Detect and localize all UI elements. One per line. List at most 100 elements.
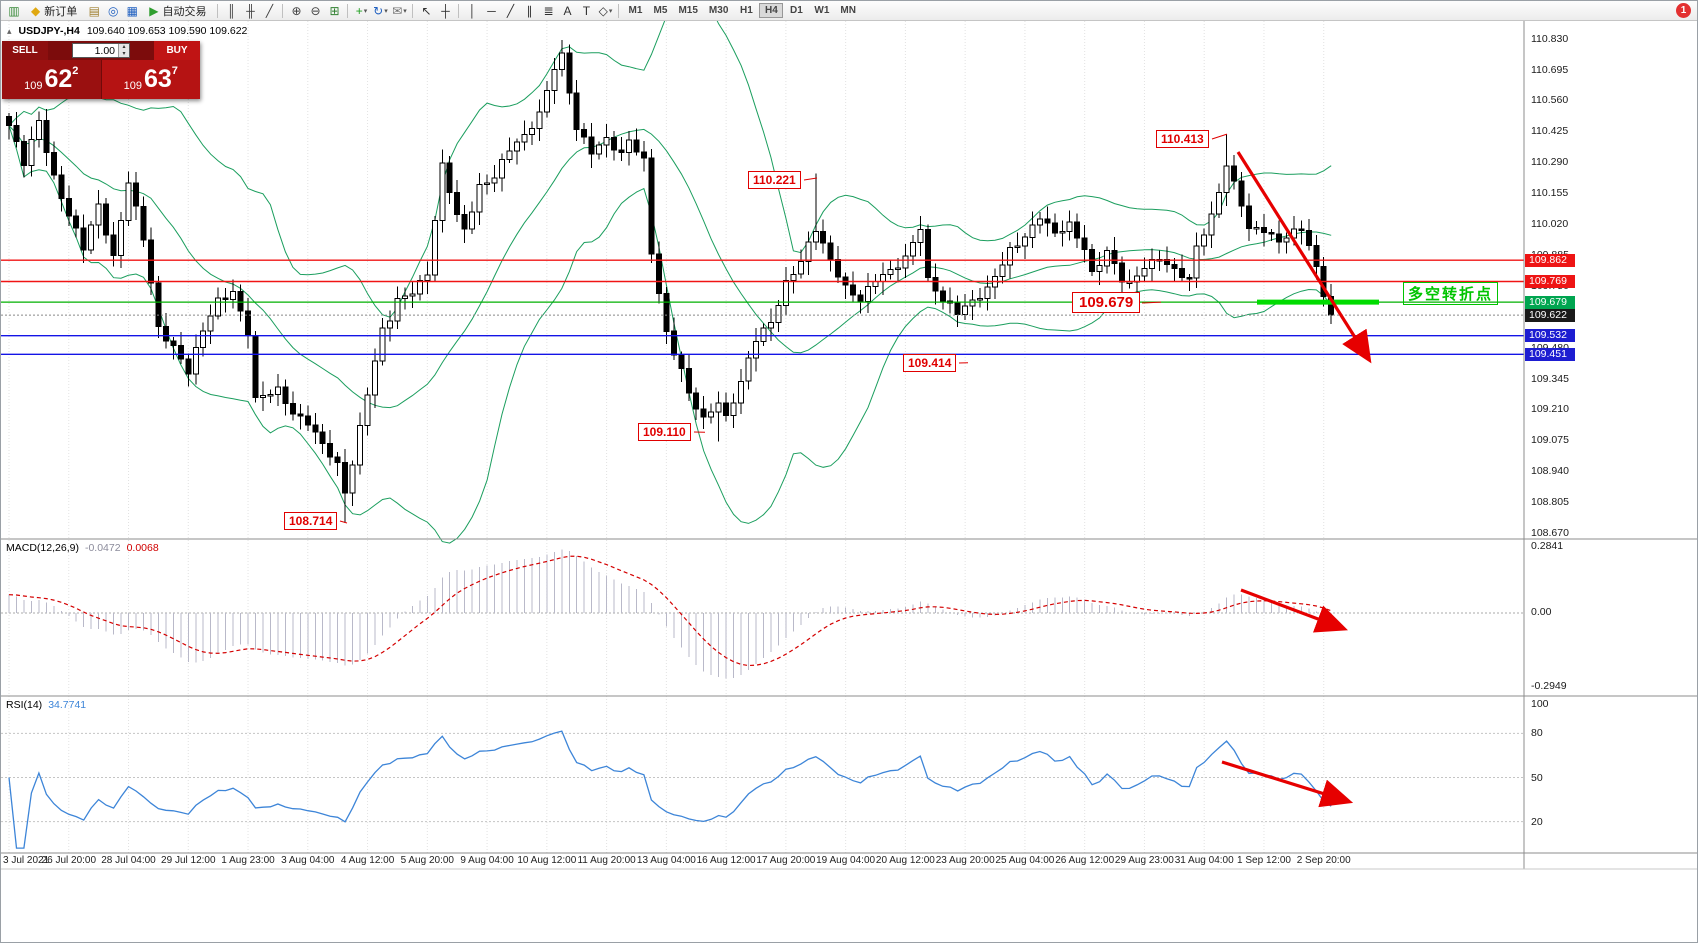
fibonacci-icon[interactable]: ≣: [539, 3, 557, 19]
price-scale-label: 108.805: [1531, 496, 1569, 509]
horizontal-line-icon[interactable]: ─: [482, 3, 500, 19]
sell-button[interactable]: SELL: [2, 41, 48, 60]
trend-arrow-main[interactable]: [1236, 151, 1372, 364]
price-annotation[interactable]: 110.413: [1156, 130, 1209, 148]
price-annotation[interactable]: 109.679: [1072, 292, 1141, 313]
bar-chart-icon[interactable]: ║: [222, 3, 240, 19]
new-order-button[interactable]: ◆ 新订单: [24, 3, 84, 19]
time-axis-label: 1 Sep 12:00: [1237, 855, 1291, 866]
buy-price-big: 63: [143, 65, 172, 93]
new-order-button-label: 新订单: [44, 5, 78, 18]
price-scale-label: 108.670: [1531, 527, 1569, 539]
trendline-icon: ╱: [506, 3, 515, 18]
crosshair-icon[interactable]: ┼: [436, 3, 454, 19]
price-scale-label: 109.345: [1531, 372, 1569, 385]
macd-value-main: -0.0472: [84, 542, 121, 554]
text-icon[interactable]: A: [558, 3, 576, 19]
market-depth-icon[interactable]: ▦: [123, 3, 141, 19]
market-depth-icon: ▦: [126, 3, 138, 18]
sell-price-big: 62: [44, 65, 73, 93]
trendline-icon[interactable]: ╱: [501, 3, 519, 19]
autotrading-button-label: 自动交易: [162, 5, 207, 18]
notification-badge[interactable]: 1: [1676, 3, 1691, 18]
dropdown-caret-icon[interactable]: ▾: [384, 7, 388, 15]
candlestick-chart-icon[interactable]: ╫: [241, 3, 259, 19]
line-chart-icon[interactable]: ╱: [260, 3, 278, 19]
trend-arrow-macd[interactable]: [1240, 588, 1348, 633]
autotrading-button[interactable]: ▶ 自动交易: [142, 3, 213, 19]
macd-signal-line: [8, 555, 1332, 667]
timeframe-m1-button[interactable]: M1: [628, 5, 643, 16]
annotation-ticks: [339, 133, 1228, 524]
timeframe-w1-button[interactable]: W1: [814, 5, 830, 16]
panel-separators: [1, 21, 1697, 870]
turning-point-label[interactable]: 多空转折点: [1403, 282, 1499, 305]
volume-up-button[interactable]: ▴: [119, 44, 129, 51]
macd-value-signal: 0.0068: [126, 542, 159, 554]
chart-window-icon[interactable]: ▥: [5, 3, 23, 19]
template-icon[interactable]: ↻ ▾: [371, 3, 389, 19]
timeframe-m30-button[interactable]: M30: [708, 5, 729, 16]
dropdown-caret-icon[interactable]: ▾: [363, 7, 368, 15]
price-annotation[interactable]: 109.414: [903, 354, 957, 372]
dropdown-caret-icon[interactable]: ▾: [608, 7, 613, 15]
volume-input[interactable]: 1.00 ▴ ▾: [72, 43, 130, 58]
toolbar-separator: [217, 3, 219, 18]
time-axis-label: 23 Aug 20:00: [935, 855, 995, 866]
fibonacci-icon: ≣: [543, 3, 554, 18]
rsi-level-lines: [1, 732, 1524, 823]
bar-chart-icon: ║: [227, 3, 236, 18]
time-axis-label: 19 Aug 04:00: [816, 855, 876, 866]
sell-price[interactable]: 109 62 2: [2, 60, 101, 99]
sell-price-prefix: 109: [24, 80, 43, 92]
time-axis-label: 17 Aug 20:00: [756, 855, 816, 866]
macd-title: MACD(12,26,9): [6, 542, 79, 554]
autotrading-icon: ▶: [149, 3, 159, 18]
macd-scale-label: 0.00: [1531, 606, 1552, 618]
zoom-out-icon[interactable]: ⊖: [306, 3, 324, 19]
cursor-icon[interactable]: ↖: [417, 3, 435, 19]
price-scale-label: 110.695: [1531, 63, 1569, 76]
time-axis-label: 16 Aug 12:00: [696, 855, 756, 866]
compass-icon[interactable]: ◎: [104, 3, 122, 19]
add-indicator-icon[interactable]: + ▾: [352, 3, 370, 19]
channel-icon[interactable]: ∥: [520, 3, 538, 19]
time-axis-label: 26 Aug 12:00: [1055, 855, 1115, 866]
shapes-icon[interactable]: ◇ ▾: [596, 3, 614, 19]
mail-icon[interactable]: ✉ ▾: [390, 3, 408, 19]
volume-down-button[interactable]: ▾: [119, 50, 129, 57]
crosshair-icon: ┼: [441, 3, 450, 18]
price-annotation[interactable]: 109.110: [638, 423, 691, 441]
time-axis-label: 29 Jul 12:00: [161, 855, 216, 866]
zoom-in-icon[interactable]: ⊕: [287, 3, 305, 19]
timeframe-d1-button[interactable]: D1: [789, 5, 803, 16]
buy-button[interactable]: BUY: [154, 41, 200, 60]
dropdown-caret-icon[interactable]: ▾: [403, 7, 407, 15]
time-axis-label: 2 Sep 20:00: [1296, 855, 1351, 866]
print-icon[interactable]: ▤: [85, 3, 103, 19]
sell-price-sup: 2: [72, 65, 79, 77]
time-axis-label: 9 Aug 04:00: [460, 855, 514, 866]
price-annotation[interactable]: 108.714: [284, 512, 338, 530]
buy-price[interactable]: 109 63 7: [100, 60, 200, 99]
macd-scale-label: -0.2949: [1531, 680, 1567, 692]
price-scale-label: 110.425: [1531, 125, 1569, 138]
volume-value: 1.00: [94, 45, 115, 57]
vertical-line-icon[interactable]: │: [463, 3, 481, 19]
price-tag: 109.769: [1525, 275, 1575, 288]
timeframe-h4-button[interactable]: H4: [759, 3, 784, 18]
price-scale-label: 109.075: [1531, 434, 1569, 447]
timeframe-m15-button[interactable]: M15: [678, 5, 698, 16]
time-axis-label: 29 Aug 23:00: [1114, 855, 1174, 866]
timeframe-h1-button[interactable]: H1: [739, 5, 753, 16]
tile-windows-icon[interactable]: ⊞: [325, 3, 343, 19]
trend-arrow-rsi[interactable]: [1221, 760, 1354, 808]
template-icon: ↻: [373, 3, 384, 18]
ohlc-values: 109.640 109.653 109.590 109.622: [86, 25, 248, 37]
timeframe-m5-button[interactable]: M5: [653, 5, 668, 16]
text-label-icon[interactable]: T: [577, 3, 595, 19]
chart-window-icon: ▥: [8, 3, 20, 18]
price-annotation[interactable]: 110.221: [748, 171, 801, 189]
timeframe-mn-button[interactable]: MN: [840, 5, 856, 16]
